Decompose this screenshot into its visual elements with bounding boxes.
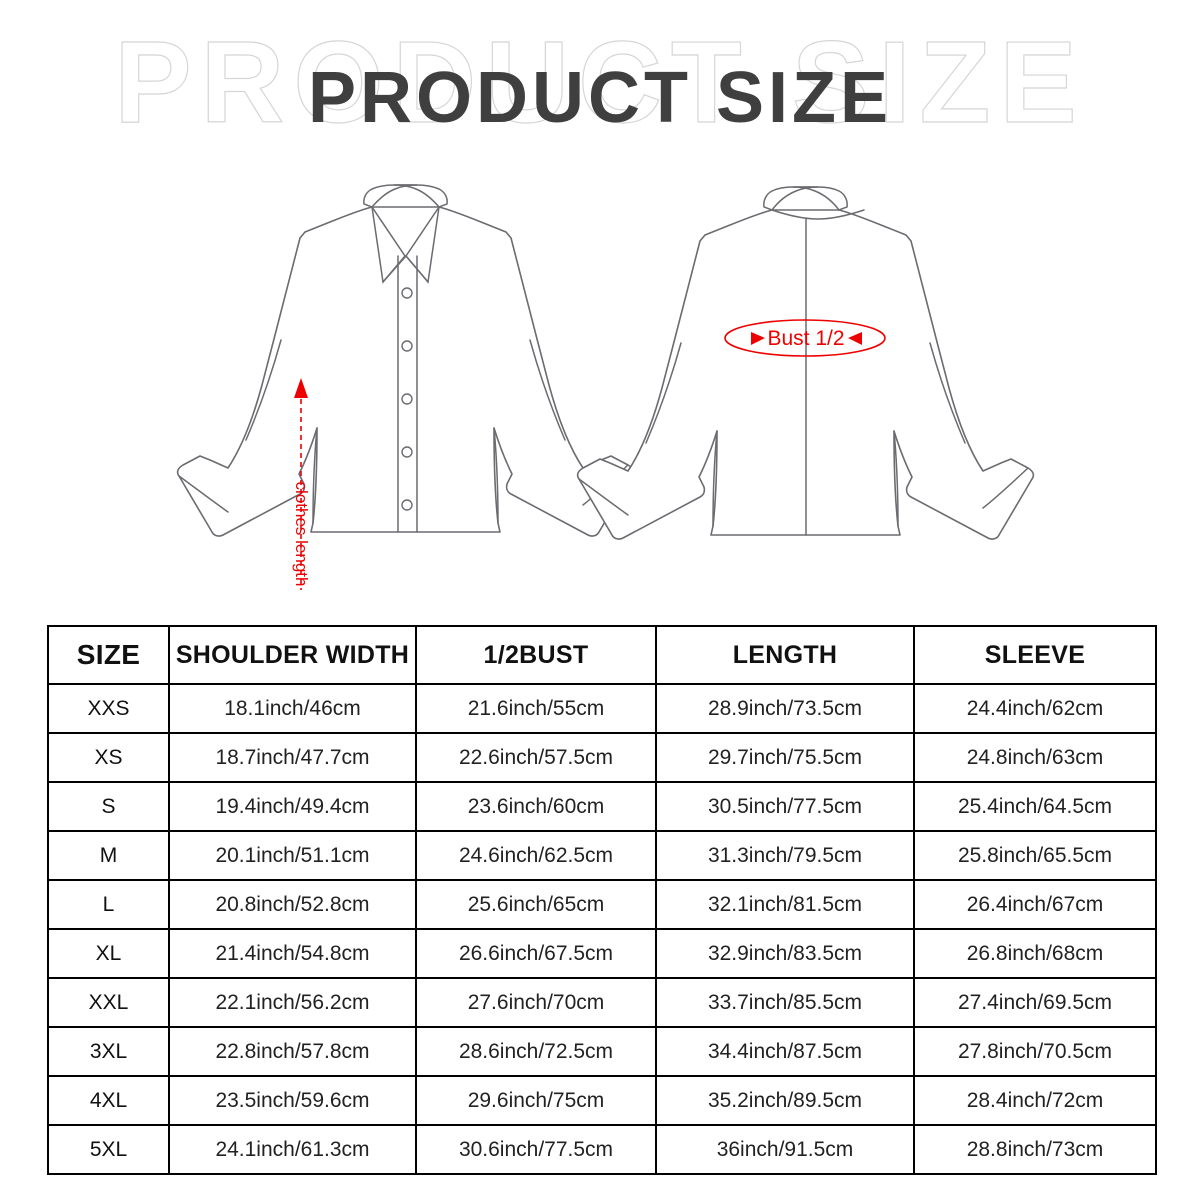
cell-half-bust: 27.6inch/70cm	[415, 977, 657, 1028]
table-row: 4XL 23.5inch/59.6cm 29.6inch/75cm 35.2in…	[47, 1075, 1157, 1126]
cell-shoulder-width: 18.7inch/47.7cm	[168, 732, 417, 783]
shirt-back-view: Bust 1/2	[576, 186, 1035, 540]
cell-size: 3XL	[47, 1026, 170, 1077]
arrow-head-right	[751, 332, 765, 345]
header-size: SIZE	[47, 625, 170, 685]
cell-half-bust: 25.6inch/65cm	[415, 879, 657, 930]
cell-shoulder-width: 20.1inch/51.1cm	[168, 830, 417, 881]
cell-shoulder-width: 18.1inch/46cm	[168, 683, 417, 734]
shirt-button	[401, 499, 413, 511]
cell-sleeve: 28.8inch/73cm	[913, 1124, 1157, 1175]
cell-half-bust: 23.6inch/60cm	[415, 781, 657, 832]
cell-length: 36inch/91.5cm	[655, 1124, 915, 1175]
garment-illustrations: clothes length	[0, 160, 1200, 590]
arrow-head-left	[848, 332, 862, 345]
cell-sleeve: 24.8inch/63cm	[913, 732, 1157, 783]
table-row: XXS 18.1inch/46cm 21.6inch/55cm 28.9inch…	[47, 683, 1157, 734]
bust-measure: Bust 1/2	[724, 319, 886, 357]
bust-label: Bust 1/2	[767, 327, 844, 350]
header-length: LENGTH	[655, 625, 915, 685]
table-row: S 19.4inch/49.4cm 23.6inch/60cm 30.5inch…	[47, 781, 1157, 832]
cell-sleeve: 27.4inch/69.5cm	[913, 977, 1157, 1028]
table-row: XXL 22.1inch/56.2cm 27.6inch/70cm 33.7in…	[47, 977, 1157, 1028]
bust-measure-ellipse	[724, 319, 886, 357]
size-table-body: XXS 18.1inch/46cm 21.6inch/55cm 28.9inch…	[47, 683, 1157, 1175]
cell-length: 32.9inch/83.5cm	[655, 928, 915, 979]
cell-half-bust: 28.6inch/72.5cm	[415, 1026, 657, 1077]
cell-size: XXL	[47, 977, 170, 1028]
table-header-row: SIZE SHOULDER WIDTH 1/2BUST LENGTH SLEEV…	[47, 625, 1157, 685]
header-shoulder-width: SHOULDER WIDTH	[168, 625, 417, 685]
header-half-bust: 1/2BUST	[415, 625, 657, 685]
cell-length: 31.3inch/79.5cm	[655, 830, 915, 881]
shirt-button	[401, 446, 413, 458]
cell-size: 5XL	[47, 1124, 170, 1175]
cell-sleeve: 25.4inch/64.5cm	[913, 781, 1157, 832]
cell-size: XL	[47, 928, 170, 979]
cell-length: 35.2inch/89.5cm	[655, 1075, 915, 1126]
cell-size: M	[47, 830, 170, 881]
arrow-head-up	[294, 378, 308, 398]
cell-shoulder-width: 19.4inch/49.4cm	[168, 781, 417, 832]
cell-sleeve: 24.4inch/62cm	[913, 683, 1157, 734]
cell-size: XS	[47, 732, 170, 783]
cell-half-bust: 22.6inch/57.5cm	[415, 732, 657, 783]
cell-length: 28.9inch/73.5cm	[655, 683, 915, 734]
cell-size: L	[47, 879, 170, 930]
cell-sleeve: 26.4inch/67cm	[913, 879, 1157, 930]
cell-shoulder-width: 21.4inch/54.8cm	[168, 928, 417, 979]
shirt-front-view: clothes length	[176, 184, 635, 590]
cell-shoulder-width: 24.1inch/61.3cm	[168, 1124, 417, 1175]
clothes-length-measure: clothes length	[292, 378, 311, 590]
size-table-header: SIZE SHOULDER WIDTH 1/2BUST LENGTH SLEEV…	[47, 625, 1157, 685]
cell-shoulder-width: 22.8inch/57.8cm	[168, 1026, 417, 1077]
table-row: XL 21.4inch/54.8cm 26.6inch/67.5cm 32.9i…	[47, 928, 1157, 979]
page-title-watermark: PRODUCT SIZE	[114, 17, 1086, 147]
cell-length: 30.5inch/77.5cm	[655, 781, 915, 832]
cell-size: S	[47, 781, 170, 832]
cell-size: XXS	[47, 683, 170, 734]
cell-length: 33.7inch/85.5cm	[655, 977, 915, 1028]
cell-length: 34.4inch/87.5cm	[655, 1026, 915, 1077]
page-title-block: PRODUCT SIZE PRODUCT SIZE	[0, 0, 1200, 170]
page-title: PRODUCT SIZE	[307, 58, 893, 138]
cell-length: 32.1inch/81.5cm	[655, 879, 915, 930]
shirt-button	[401, 340, 413, 352]
shirt-button	[401, 393, 413, 405]
size-table-container: SIZE SHOULDER WIDTH 1/2BUST LENGTH SLEEV…	[47, 625, 1157, 1175]
table-row: 3XL 22.8inch/57.8cm 28.6inch/72.5cm 34.4…	[47, 1026, 1157, 1077]
cell-sleeve: 27.8inch/70.5cm	[913, 1026, 1157, 1077]
cell-half-bust: 26.6inch/67.5cm	[415, 928, 657, 979]
cell-half-bust: 30.6inch/77.5cm	[415, 1124, 657, 1175]
shirt-button	[401, 287, 413, 299]
cell-shoulder-width: 23.5inch/59.6cm	[168, 1075, 417, 1126]
cell-shoulder-width: 22.1inch/56.2cm	[168, 977, 417, 1028]
table-row: XS 18.7inch/47.7cm 22.6inch/57.5cm 29.7i…	[47, 732, 1157, 783]
cell-sleeve: 28.4inch/72cm	[913, 1075, 1157, 1126]
table-row: L 20.8inch/52.8cm 25.6inch/65cm 32.1inch…	[47, 879, 1157, 930]
cell-sleeve: 26.8inch/68cm	[913, 928, 1157, 979]
cell-half-bust: 29.6inch/75cm	[415, 1075, 657, 1126]
cell-sleeve: 25.8inch/65.5cm	[913, 830, 1157, 881]
cell-length: 29.7inch/75.5cm	[655, 732, 915, 783]
size-chart-table: SIZE SHOULDER WIDTH 1/2BUST LENGTH SLEEV…	[47, 625, 1157, 1175]
table-row: 5XL 24.1inch/61.3cm 30.6inch/77.5cm 36in…	[47, 1124, 1157, 1175]
cell-shoulder-width: 20.8inch/52.8cm	[168, 879, 417, 930]
cell-size: 4XL	[47, 1075, 170, 1126]
cell-half-bust: 24.6inch/62.5cm	[415, 830, 657, 881]
header-sleeve: SLEEVE	[913, 625, 1157, 685]
table-row: M 20.1inch/51.1cm 24.6inch/62.5cm 31.3in…	[47, 830, 1157, 881]
cell-half-bust: 21.6inch/55cm	[415, 683, 657, 734]
clothes-length-label: clothes length	[292, 482, 311, 587]
